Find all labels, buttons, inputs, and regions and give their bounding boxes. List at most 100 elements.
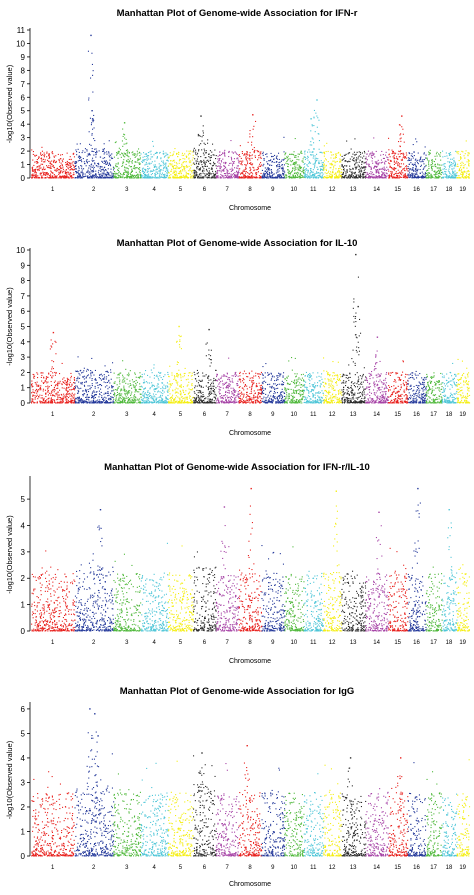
snp-point bbox=[174, 170, 175, 171]
snp-point bbox=[200, 156, 201, 157]
snp-point bbox=[443, 174, 444, 175]
snp-point bbox=[391, 175, 392, 176]
snp-point bbox=[101, 177, 102, 178]
snp-point bbox=[111, 158, 112, 159]
snp-point bbox=[82, 171, 83, 172]
snp-point bbox=[147, 166, 148, 167]
snp-point bbox=[52, 151, 53, 152]
snp-point bbox=[463, 177, 464, 178]
snp-point bbox=[448, 169, 449, 170]
snp-point bbox=[302, 161, 303, 162]
snp-point bbox=[290, 154, 291, 155]
snp-point bbox=[197, 153, 198, 154]
snp-point bbox=[71, 400, 72, 401]
snp-point bbox=[81, 168, 82, 169]
snp-point bbox=[75, 387, 76, 388]
snp-point bbox=[344, 158, 345, 159]
snp-point bbox=[36, 383, 37, 384]
snp-point bbox=[402, 172, 403, 173]
snp-point bbox=[88, 397, 89, 398]
snp-point bbox=[323, 169, 324, 170]
snp-point bbox=[165, 163, 166, 164]
snp-point bbox=[165, 155, 166, 156]
snp-point bbox=[454, 174, 455, 175]
snp-point bbox=[439, 173, 440, 174]
snp-point bbox=[212, 165, 213, 166]
snp-point bbox=[254, 177, 255, 178]
snp-point bbox=[91, 135, 92, 136]
snp-point bbox=[40, 174, 41, 175]
snp-point bbox=[463, 163, 464, 164]
snp-point bbox=[91, 124, 92, 125]
snp-point bbox=[84, 152, 85, 153]
snp-point bbox=[43, 399, 44, 400]
snp-point bbox=[396, 171, 397, 172]
snp-point bbox=[109, 156, 110, 157]
snp-point bbox=[426, 165, 427, 166]
snp-point bbox=[48, 161, 49, 162]
snp-point bbox=[93, 121, 94, 122]
snp-point bbox=[134, 177, 135, 178]
snp-point bbox=[123, 161, 124, 162]
snp-point bbox=[452, 171, 453, 172]
snp-point bbox=[37, 395, 38, 396]
snp-point bbox=[183, 158, 184, 159]
snp-point bbox=[78, 390, 79, 391]
snp-point bbox=[301, 151, 302, 152]
snp-point bbox=[411, 170, 412, 171]
snp-point bbox=[71, 384, 72, 385]
snp-point bbox=[70, 394, 71, 395]
snp-point bbox=[352, 154, 353, 155]
snp-point bbox=[360, 152, 361, 153]
snp-point bbox=[100, 177, 101, 178]
snp-point bbox=[296, 177, 297, 178]
snp-point bbox=[252, 154, 253, 155]
snp-point bbox=[147, 177, 148, 178]
snp-point bbox=[78, 149, 79, 150]
snp-point bbox=[248, 142, 249, 143]
snp-point bbox=[218, 170, 219, 171]
snp-point bbox=[306, 168, 307, 169]
snp-point bbox=[105, 161, 106, 162]
snp-point bbox=[306, 174, 307, 175]
snp-point bbox=[254, 150, 255, 151]
snp-point bbox=[100, 171, 101, 172]
snp-point bbox=[104, 171, 105, 172]
snp-point bbox=[182, 170, 183, 171]
snp-point bbox=[160, 158, 161, 159]
snp-point bbox=[403, 175, 404, 176]
snp-point bbox=[170, 174, 171, 175]
snp-point bbox=[206, 169, 207, 170]
snp-point bbox=[220, 155, 221, 156]
snp-point bbox=[73, 382, 74, 383]
snp-point bbox=[58, 397, 59, 398]
snp-point bbox=[359, 170, 360, 171]
snp-point bbox=[164, 177, 165, 178]
snp-point bbox=[52, 366, 53, 367]
snp-point bbox=[95, 171, 96, 172]
snp-point bbox=[218, 160, 219, 161]
snp-point bbox=[294, 170, 295, 171]
snp-point bbox=[221, 166, 222, 167]
snp-point bbox=[46, 378, 47, 379]
snp-point bbox=[381, 171, 382, 172]
snp-point bbox=[437, 168, 438, 169]
snp-point bbox=[466, 140, 467, 141]
snp-point bbox=[91, 151, 92, 152]
snp-point bbox=[388, 154, 389, 155]
snp-point bbox=[95, 157, 96, 158]
snp-point bbox=[328, 171, 329, 172]
snp-point bbox=[389, 167, 390, 168]
snp-point bbox=[59, 166, 60, 167]
snp-point bbox=[95, 394, 96, 395]
snp-point bbox=[436, 153, 437, 154]
snp-point bbox=[455, 177, 456, 178]
snp-point bbox=[67, 380, 68, 381]
snp-point bbox=[239, 154, 240, 155]
snp-point bbox=[44, 382, 45, 383]
snp-point bbox=[411, 155, 412, 156]
snp-point bbox=[128, 159, 129, 160]
snp-point bbox=[104, 170, 105, 171]
snp-point bbox=[362, 158, 363, 159]
snp-point bbox=[75, 398, 76, 399]
